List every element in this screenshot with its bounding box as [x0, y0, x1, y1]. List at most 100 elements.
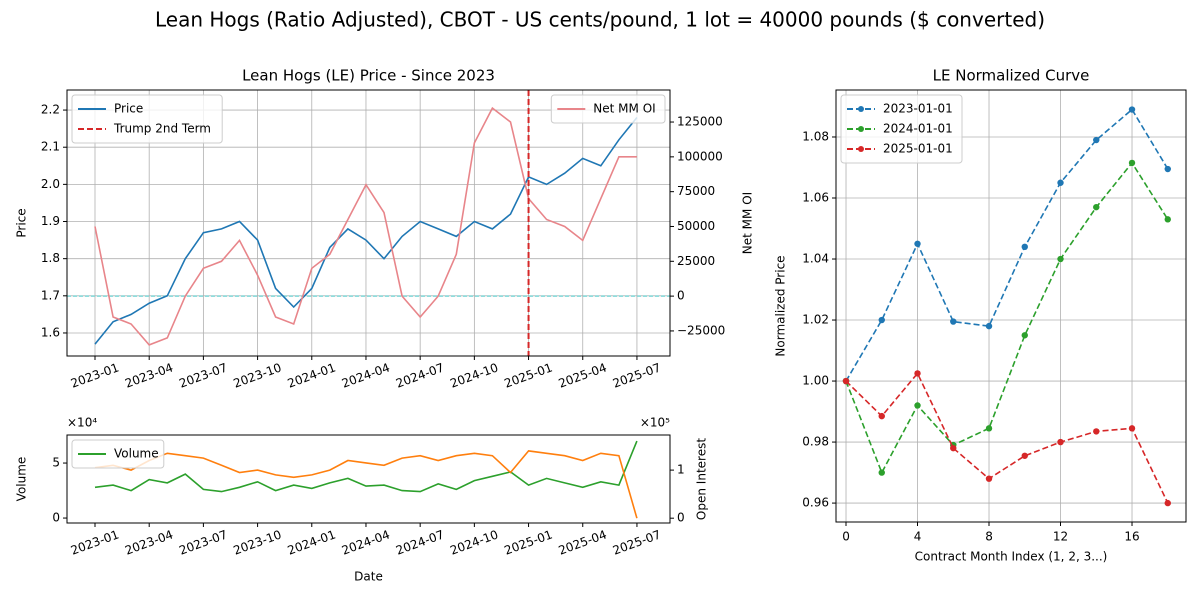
y-axis-label: Price [15, 208, 29, 237]
y2-tick-label: 25000 [677, 254, 715, 268]
y2-tick-label: 1 [677, 463, 685, 477]
panel-title: LE Normalized Curve [933, 67, 1090, 85]
x-tick-label: 2023-04 [123, 360, 175, 390]
y-tick-label: 1.7 [41, 288, 60, 302]
y2-tick-label: 0 [677, 289, 685, 303]
legend-label: 2024-01-01 [883, 122, 953, 136]
data-point [1164, 216, 1171, 223]
x-tick-label: 12 [1053, 530, 1068, 544]
x-tick-label: 2025-01 [502, 360, 554, 390]
y-tick-label: 1.00 [802, 374, 829, 388]
x-tick-label: 2024-04 [340, 527, 392, 557]
x-tick-label: 2024-07 [394, 360, 446, 390]
legend-box [71, 94, 223, 144]
legend: Price Trump 2nd Term [71, 94, 223, 144]
y2-offset-label: ×10⁵ [640, 416, 670, 430]
data-point [1057, 438, 1064, 446]
y-tick-label: 1.8 [41, 251, 60, 265]
x-tick-label: 2023-10 [231, 360, 283, 390]
y2-tick-label: 75000 [677, 184, 715, 198]
y2-tick-label: 0 [677, 511, 685, 525]
y-tick-label: 1.04 [802, 252, 829, 266]
y2-tick-label: 125000 [677, 115, 723, 129]
data-point [1164, 165, 1171, 173]
data-point [1128, 106, 1136, 113]
series-line [94, 440, 638, 493]
legend-marker [858, 146, 864, 152]
data-point [842, 377, 850, 385]
data-point [1128, 159, 1136, 167]
x-tick-label: 2024-10 [448, 360, 500, 390]
data-point [950, 318, 957, 325]
x-tick-label: 2023-04 [123, 527, 175, 557]
legend: 2023-01-01 2024-01-01 2025-01-01 [840, 94, 963, 164]
data-point [950, 444, 957, 452]
series-line [845, 108, 1169, 382]
y2-axis-label: Net MM OI [741, 192, 755, 254]
x-tick-label: 2023-07 [177, 527, 229, 557]
x-tick-label: 2024-01 [286, 527, 338, 557]
series-line [94, 116, 638, 345]
x-tick-label: 4 [914, 530, 922, 544]
legend: Net MM OI [550, 94, 666, 124]
legend-label: 2023-01-01 [883, 102, 953, 116]
data-point [985, 475, 993, 482]
legend: Volume [71, 439, 165, 469]
y-tick-label: 0.98 [802, 435, 829, 449]
y-tick-label: 0.96 [802, 496, 829, 510]
figure-title: Lean Hogs (Ratio Adjusted), CBOT - US ce… [155, 8, 1045, 32]
data-point [1164, 499, 1171, 507]
y-tick-label: 1.6 [41, 325, 60, 339]
data-point [1021, 332, 1028, 339]
data-point [878, 316, 885, 324]
data-point [914, 240, 921, 247]
y-tick-label: 2.2 [41, 103, 60, 117]
y2-axis-label: Open Interest [695, 438, 709, 520]
legend-box [71, 439, 165, 469]
x-axis-label: Contract Month Index (1, 2, 3...) [915, 550, 1108, 564]
data-point [914, 402, 921, 409]
y-tick-label: 1.06 [802, 191, 829, 205]
x-tick-label: 16 [1124, 530, 1139, 544]
y-tick-label: 2.0 [41, 177, 60, 191]
y-tick-label: 5 [52, 456, 60, 470]
legend-box [840, 94, 963, 164]
data-point [1057, 255, 1064, 263]
series-line [845, 161, 1169, 475]
x-tick-label: 2024-04 [340, 360, 392, 390]
x-tick-label: 2023-01 [69, 527, 121, 557]
x-tick-label: 2025-07 [611, 527, 663, 557]
y-axis-label: Volume [15, 457, 29, 502]
legend-label: Price [114, 102, 143, 116]
y-tick-label: 0 [52, 511, 60, 525]
y-tick-label: 1.9 [41, 214, 60, 228]
data-point [1021, 452, 1028, 459]
legend-marker [858, 106, 864, 112]
legend-label: Trump 2nd Term [113, 122, 211, 136]
data-point [985, 425, 993, 432]
legend-label: Net MM OI [593, 102, 655, 116]
y-tick-label: 2.1 [41, 140, 60, 154]
x-axis-label: Date [354, 570, 383, 584]
data-point [985, 322, 993, 330]
data-point [1128, 425, 1136, 432]
series-line [94, 106, 637, 346]
x-tick-label: 2023-01 [69, 360, 121, 390]
panel-title: Lean Hogs (LE) Price - Since 2023 [242, 67, 495, 85]
x-tick-label: 2024-07 [394, 527, 446, 557]
x-tick-label: 0 [842, 530, 850, 544]
x-tick-label: 2024-01 [286, 360, 338, 390]
legend-label: Volume [114, 447, 159, 461]
x-tick-label: 2025-04 [557, 527, 609, 557]
data-point [1021, 243, 1028, 251]
plot-frame [66, 89, 671, 357]
x-tick-label: 2025-01 [502, 527, 554, 557]
x-tick-label: 2023-10 [231, 527, 283, 557]
x-tick-label: 2023-07 [177, 360, 229, 390]
x-tick-label: 2025-07 [611, 360, 663, 390]
legend-marker [858, 126, 864, 132]
x-tick-label: 2024-10 [448, 527, 500, 557]
x-tick-label: 2025-04 [557, 360, 609, 390]
plot-frame [835, 89, 1187, 523]
